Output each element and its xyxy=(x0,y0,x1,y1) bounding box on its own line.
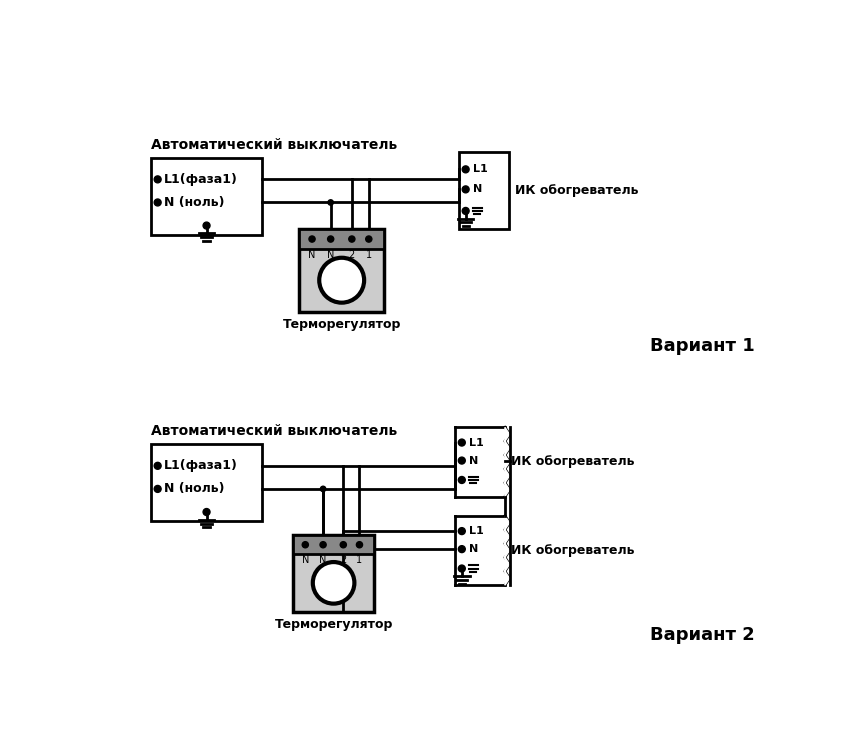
Circle shape xyxy=(458,457,465,464)
Circle shape xyxy=(309,236,315,242)
Text: N: N xyxy=(468,544,478,554)
Text: N (ноль): N (ноль) xyxy=(164,482,224,496)
Circle shape xyxy=(328,200,333,205)
Text: Терморегулятор: Терморегулятор xyxy=(275,618,393,631)
Text: N: N xyxy=(309,250,315,260)
Circle shape xyxy=(320,257,364,303)
Circle shape xyxy=(154,485,162,493)
Circle shape xyxy=(458,545,465,553)
Circle shape xyxy=(320,542,326,548)
Circle shape xyxy=(458,439,465,446)
Text: L1(фаза1): L1(фаза1) xyxy=(164,459,238,472)
Circle shape xyxy=(203,222,210,229)
Circle shape xyxy=(154,176,162,183)
Text: Вариант 2: Вариант 2 xyxy=(650,626,755,644)
Text: 1: 1 xyxy=(366,250,371,260)
Circle shape xyxy=(340,542,347,548)
Circle shape xyxy=(154,199,162,206)
Circle shape xyxy=(327,236,334,242)
Bar xyxy=(293,535,374,612)
Circle shape xyxy=(320,487,326,492)
Circle shape xyxy=(462,208,469,214)
Bar xyxy=(150,444,263,522)
Text: Вариант 1: Вариант 1 xyxy=(650,338,755,356)
Text: N: N xyxy=(320,555,326,565)
Text: 2: 2 xyxy=(348,250,355,260)
Text: ИК обогреватель: ИК обогреватель xyxy=(511,455,635,469)
Circle shape xyxy=(458,565,465,572)
Text: ИК обогреватель: ИК обогреватель xyxy=(515,185,638,197)
Text: Терморегулятор: Терморегулятор xyxy=(282,318,401,331)
Bar xyxy=(459,153,509,229)
Bar xyxy=(150,158,263,235)
Circle shape xyxy=(458,476,465,484)
Polygon shape xyxy=(505,427,509,496)
Text: N (ноль): N (ноль) xyxy=(164,196,224,209)
Circle shape xyxy=(462,166,469,173)
Bar xyxy=(299,228,384,312)
Circle shape xyxy=(462,186,469,193)
Text: N: N xyxy=(302,555,309,565)
Text: Автоматический выключатель: Автоматический выключатель xyxy=(150,424,397,438)
Text: L1(фаза1): L1(фаза1) xyxy=(164,173,238,186)
Circle shape xyxy=(203,509,210,516)
Circle shape xyxy=(303,542,309,548)
Circle shape xyxy=(348,236,355,242)
Circle shape xyxy=(356,542,363,548)
Text: N: N xyxy=(473,185,482,194)
Polygon shape xyxy=(505,516,509,586)
Text: L1: L1 xyxy=(468,526,484,536)
Circle shape xyxy=(458,527,465,535)
Circle shape xyxy=(154,462,162,469)
Text: Автоматический выключатель: Автоматический выключатель xyxy=(150,138,397,152)
Text: N: N xyxy=(468,455,478,466)
Circle shape xyxy=(366,236,371,242)
Circle shape xyxy=(313,562,354,603)
Text: ИК обогреватель: ИК обогреватель xyxy=(511,544,635,557)
Bar xyxy=(299,228,384,249)
Text: L1: L1 xyxy=(473,164,487,174)
Bar xyxy=(293,535,374,554)
Text: N: N xyxy=(327,250,334,260)
Text: 1: 1 xyxy=(356,555,363,565)
Text: L1: L1 xyxy=(468,437,484,448)
Text: 2: 2 xyxy=(340,555,347,565)
